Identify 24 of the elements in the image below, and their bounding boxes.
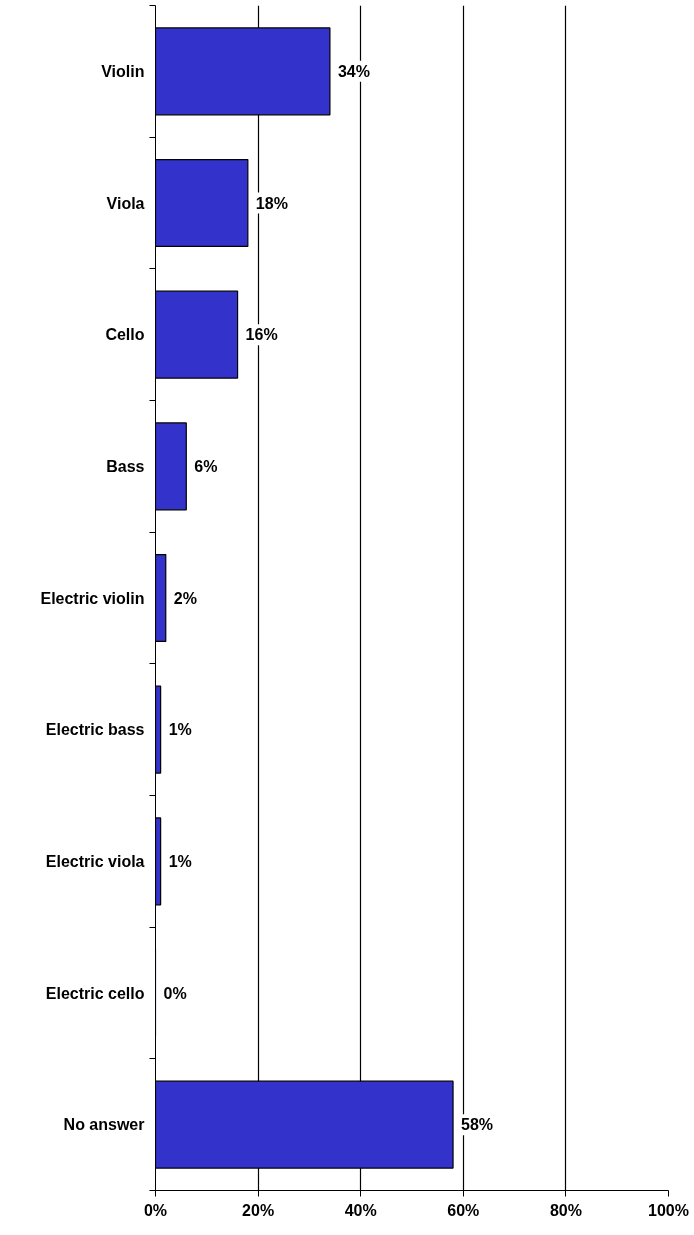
x-tick-label: 100% (648, 1201, 689, 1219)
x-tick-label: 20% (242, 1201, 275, 1219)
x-tick-label: 0% (143, 1201, 168, 1219)
y-tick-label: Electric bass (45, 721, 145, 739)
y-tick-label: No answer (63, 1116, 145, 1134)
x-tick-label: 60% (447, 1201, 480, 1219)
data-label: 1% (168, 852, 192, 870)
x-tick-label: 40% (344, 1201, 377, 1219)
x-tick-label: 80% (549, 1201, 582, 1219)
data-label: 6% (194, 457, 218, 475)
y-tick-label: Electric cello (45, 984, 145, 1002)
data-label: 16% (245, 326, 278, 344)
data-label: 0% (163, 984, 187, 1002)
data-label: 34% (337, 62, 370, 80)
y-tick-label: Violin (101, 62, 145, 80)
y-tick-label: Electric viola (45, 852, 145, 870)
data-label: 1% (168, 721, 192, 739)
data-label: 58% (461, 1116, 494, 1134)
data-label: 18% (255, 194, 288, 212)
y-tick-label: Viola (106, 194, 145, 212)
y-tick-label: Electric violin (40, 589, 145, 607)
y-tick-label: Bass (106, 457, 145, 475)
y-tick-label: Cello (105, 326, 145, 344)
data-label: 2% (173, 589, 197, 607)
